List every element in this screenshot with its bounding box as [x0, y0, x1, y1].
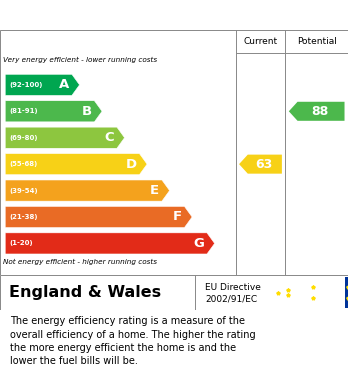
- Text: EU Directive: EU Directive: [205, 283, 261, 292]
- Polygon shape: [289, 102, 345, 121]
- Polygon shape: [5, 206, 192, 228]
- Polygon shape: [5, 180, 169, 201]
- Text: Energy Efficiency Rating: Energy Efficiency Rating: [10, 7, 213, 23]
- Text: (55-68): (55-68): [9, 161, 38, 167]
- Bar: [345, 277, 348, 308]
- Text: (21-38): (21-38): [9, 214, 38, 220]
- Polygon shape: [5, 74, 80, 95]
- Text: C: C: [104, 131, 114, 144]
- Text: 63: 63: [255, 158, 272, 170]
- Polygon shape: [239, 154, 282, 174]
- Polygon shape: [5, 127, 125, 148]
- Text: 2002/91/EC: 2002/91/EC: [205, 294, 258, 303]
- Text: (39-54): (39-54): [9, 188, 38, 194]
- Text: G: G: [193, 237, 204, 250]
- Text: (69-80): (69-80): [9, 135, 38, 141]
- Polygon shape: [5, 101, 102, 122]
- Text: D: D: [126, 158, 137, 170]
- Polygon shape: [5, 154, 147, 175]
- Text: (81-91): (81-91): [9, 108, 38, 114]
- Text: Not energy efficient - higher running costs: Not energy efficient - higher running co…: [3, 259, 158, 265]
- Polygon shape: [5, 233, 215, 254]
- Text: (92-100): (92-100): [9, 82, 43, 88]
- Text: (1-20): (1-20): [9, 240, 33, 246]
- Text: The energy efficiency rating is a measure of the
overall efficiency of a home. T: The energy efficiency rating is a measur…: [10, 316, 256, 366]
- Text: Potential: Potential: [297, 37, 337, 46]
- Text: F: F: [173, 210, 182, 224]
- Text: 88: 88: [311, 105, 329, 118]
- Text: A: A: [59, 78, 69, 91]
- Text: E: E: [150, 184, 159, 197]
- Text: Very energy efficient - lower running costs: Very energy efficient - lower running co…: [3, 57, 158, 63]
- Text: B: B: [81, 105, 92, 118]
- Text: England & Wales: England & Wales: [9, 285, 161, 300]
- Text: Current: Current: [243, 37, 278, 46]
